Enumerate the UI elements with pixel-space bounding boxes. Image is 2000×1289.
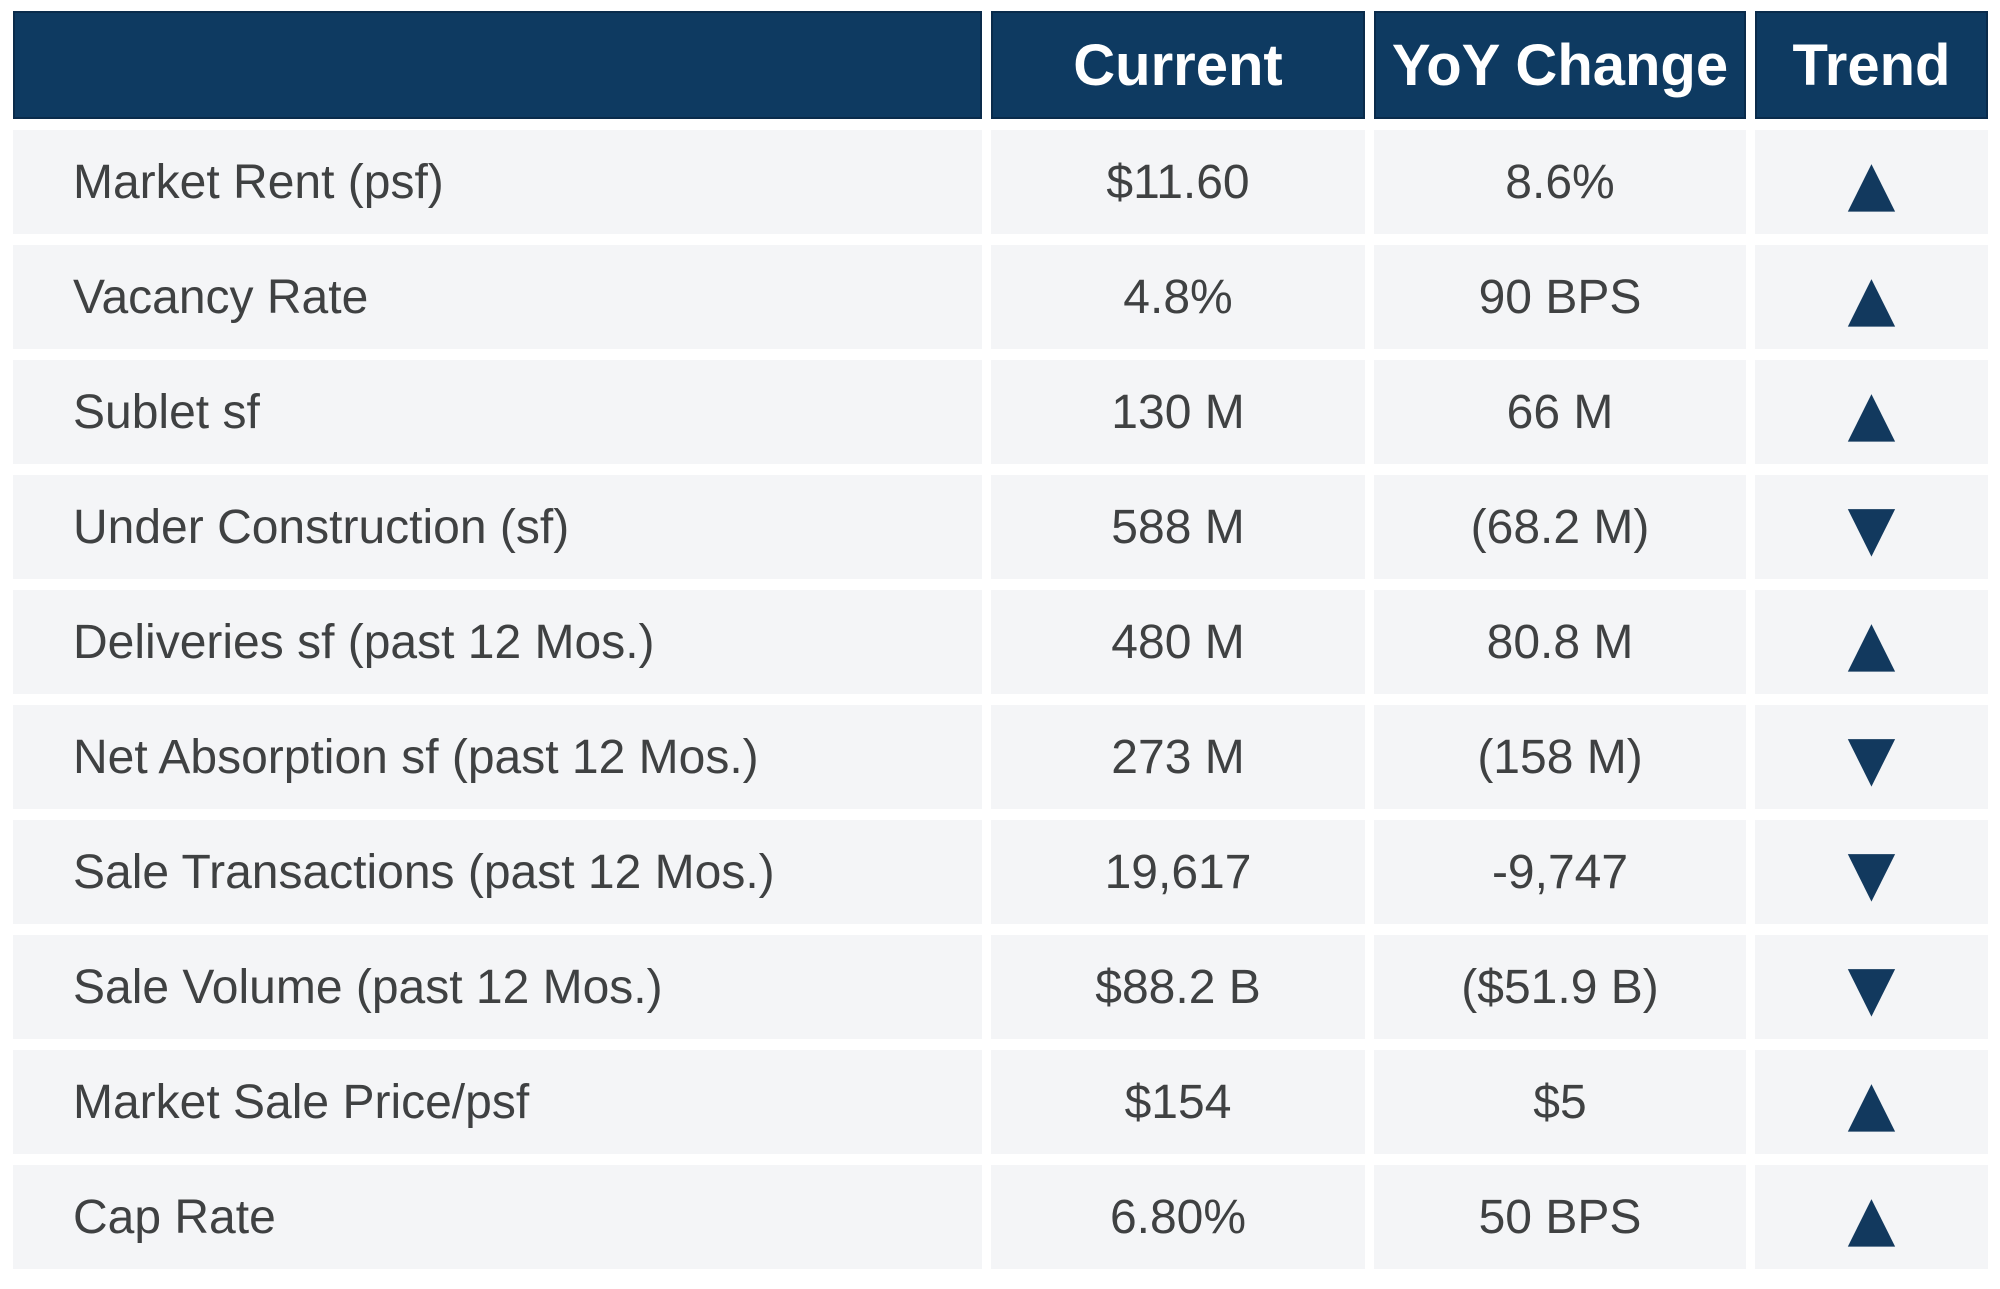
metric-label: Net Absorption sf (past 12 Mos.) bbox=[13, 705, 982, 809]
trend-down-icon: ▼ bbox=[1847, 836, 1896, 909]
yoy-change-value: 66 M bbox=[1374, 360, 1746, 464]
trend-cell: ▲ bbox=[1755, 130, 1988, 234]
current-value: 588 M bbox=[991, 475, 1365, 579]
trend-up-icon: ▲ bbox=[1847, 1066, 1896, 1139]
current-value: 130 M bbox=[991, 360, 1365, 464]
column-header-current: Current bbox=[991, 11, 1365, 119]
metric-label: Vacancy Rate bbox=[13, 245, 982, 349]
metric-label: Market Rent (psf) bbox=[13, 130, 982, 234]
yoy-change-value: -9,747 bbox=[1374, 820, 1746, 924]
current-value: 19,617 bbox=[991, 820, 1365, 924]
yoy-change-value: 8.6% bbox=[1374, 130, 1746, 234]
table-row: Market Rent (psf) $11.60 8.6% ▲ bbox=[13, 130, 1988, 234]
table-row: Sale Volume (past 12 Mos.) $88.2 B ($51.… bbox=[13, 935, 1988, 1039]
trend-cell: ▼ bbox=[1755, 820, 1988, 924]
metric-label: Deliveries sf (past 12 Mos.) bbox=[13, 590, 982, 694]
current-value: 4.8% bbox=[991, 245, 1365, 349]
table-row: Under Construction (sf) 588 M (68.2 M) ▼ bbox=[13, 475, 1988, 579]
trend-up-icon: ▲ bbox=[1847, 261, 1896, 334]
table-row: Market Sale Price/psf $154 $5 ▲ bbox=[13, 1050, 1988, 1154]
metric-label: Under Construction (sf) bbox=[13, 475, 982, 579]
table-row: Sale Transactions (past 12 Mos.) 19,617 … bbox=[13, 820, 1988, 924]
trend-up-icon: ▲ bbox=[1847, 376, 1896, 449]
table-row: Deliveries sf (past 12 Mos.) 480 M 80.8 … bbox=[13, 590, 1988, 694]
column-header-yoy-change: YoY Change bbox=[1374, 11, 1746, 119]
table-row: Cap Rate 6.80% 50 BPS ▲ bbox=[13, 1165, 1988, 1269]
current-value: $154 bbox=[991, 1050, 1365, 1154]
trend-up-icon: ▲ bbox=[1847, 1181, 1896, 1254]
yoy-change-value: $5 bbox=[1374, 1050, 1746, 1154]
current-value: $88.2 B bbox=[991, 935, 1365, 1039]
header-row: Current YoY Change Trend bbox=[13, 11, 1988, 119]
yoy-change-value: 80.8 M bbox=[1374, 590, 1746, 694]
trend-cell: ▲ bbox=[1755, 1050, 1988, 1154]
current-value: $11.60 bbox=[991, 130, 1365, 234]
metric-label: Sale Volume (past 12 Mos.) bbox=[13, 935, 982, 1039]
table-row: Net Absorption sf (past 12 Mos.) 273 M (… bbox=[13, 705, 1988, 809]
market-stats-table: Current YoY Change Trend Market Rent (ps… bbox=[4, 0, 1997, 1280]
trend-cell: ▼ bbox=[1755, 935, 1988, 1039]
metric-label: Market Sale Price/psf bbox=[13, 1050, 982, 1154]
trend-cell: ▼ bbox=[1755, 475, 1988, 579]
current-value: 480 M bbox=[991, 590, 1365, 694]
trend-cell: ▲ bbox=[1755, 245, 1988, 349]
column-header-metric bbox=[13, 11, 982, 119]
column-header-trend: Trend bbox=[1755, 11, 1988, 119]
trend-cell: ▲ bbox=[1755, 1165, 1988, 1269]
metric-label: Cap Rate bbox=[13, 1165, 982, 1269]
table-row: Sublet sf 130 M 66 M ▲ bbox=[13, 360, 1988, 464]
yoy-change-value: (68.2 M) bbox=[1374, 475, 1746, 579]
current-value: 273 M bbox=[991, 705, 1365, 809]
trend-up-icon: ▲ bbox=[1847, 146, 1896, 219]
metric-label: Sale Transactions (past 12 Mos.) bbox=[13, 820, 982, 924]
yoy-change-value: 50 BPS bbox=[1374, 1165, 1746, 1269]
trend-cell: ▲ bbox=[1755, 360, 1988, 464]
trend-cell: ▼ bbox=[1755, 705, 1988, 809]
metric-label: Sublet sf bbox=[13, 360, 982, 464]
current-value: 6.80% bbox=[991, 1165, 1365, 1269]
trend-up-icon: ▲ bbox=[1847, 606, 1896, 679]
table-row: Vacancy Rate 4.8% 90 BPS ▲ bbox=[13, 245, 1988, 349]
yoy-change-value: 90 BPS bbox=[1374, 245, 1746, 349]
yoy-change-value: ($51.9 B) bbox=[1374, 935, 1746, 1039]
yoy-change-value: (158 M) bbox=[1374, 705, 1746, 809]
trend-cell: ▲ bbox=[1755, 590, 1988, 694]
trend-down-icon: ▼ bbox=[1847, 491, 1896, 564]
trend-down-icon: ▼ bbox=[1847, 721, 1896, 794]
trend-down-icon: ▼ bbox=[1847, 951, 1896, 1024]
